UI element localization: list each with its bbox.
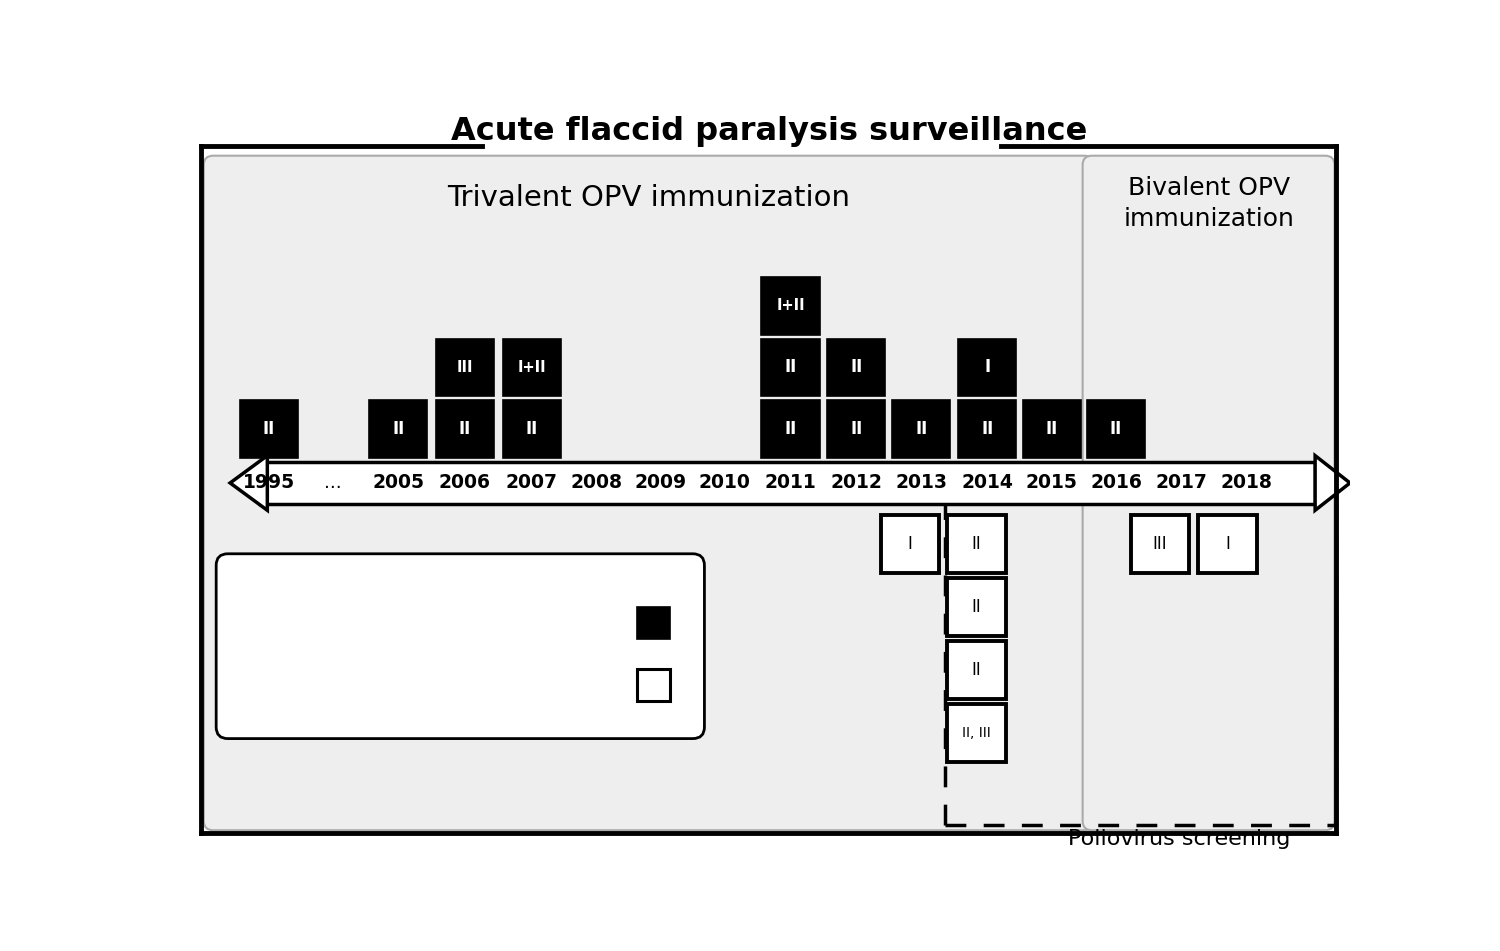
Text: 1995: 1995 (243, 474, 296, 493)
Text: II: II (784, 359, 796, 377)
Text: I+II: I+II (518, 359, 546, 375)
Text: 2009: 2009 (634, 474, 687, 493)
Text: 2006: 2006 (440, 474, 491, 493)
Text: II: II (459, 420, 471, 438)
Text: 2007: 2007 (506, 474, 558, 493)
Text: 2005: 2005 (372, 474, 424, 493)
Text: II: II (1046, 420, 1058, 438)
FancyBboxPatch shape (1131, 514, 1190, 573)
Text: ...: ... (324, 474, 342, 493)
Text: II: II (850, 359, 862, 377)
Polygon shape (230, 456, 267, 511)
Text: 2017: 2017 (1156, 474, 1208, 493)
Polygon shape (1316, 456, 1350, 511)
Text: II: II (972, 534, 981, 553)
Text: 2008: 2008 (570, 474, 622, 493)
FancyBboxPatch shape (828, 339, 885, 397)
FancyBboxPatch shape (880, 514, 939, 573)
FancyBboxPatch shape (1198, 514, 1257, 573)
Text: Trivalent OPV immunization: Trivalent OPV immunization (447, 184, 850, 212)
Text: 2011: 2011 (765, 474, 816, 493)
Text: I+II: I+II (776, 299, 806, 313)
FancyBboxPatch shape (892, 400, 951, 458)
FancyBboxPatch shape (503, 339, 561, 397)
Text: II: II (262, 420, 274, 438)
Text: Paralyzed patient with iVDPV shedding: Paralyzed patient with iVDPV shedding (251, 613, 615, 632)
Text: 2012: 2012 (831, 474, 882, 493)
Text: III: III (456, 359, 472, 375)
FancyBboxPatch shape (436, 339, 494, 397)
Text: II: II (972, 661, 981, 679)
Text: I: I (1226, 534, 1230, 553)
Text: Poliovirus screening: Poliovirus screening (1068, 828, 1290, 848)
FancyBboxPatch shape (638, 669, 669, 701)
FancyBboxPatch shape (436, 400, 494, 458)
Text: III: III (1154, 534, 1167, 553)
FancyBboxPatch shape (762, 339, 819, 397)
FancyBboxPatch shape (1088, 400, 1144, 458)
FancyBboxPatch shape (216, 553, 705, 739)
FancyBboxPatch shape (260, 462, 1316, 504)
Text: 2018: 2018 (1221, 474, 1274, 493)
FancyBboxPatch shape (762, 400, 819, 458)
FancyBboxPatch shape (948, 705, 1005, 762)
FancyBboxPatch shape (369, 400, 428, 458)
Text: II: II (1110, 420, 1122, 438)
FancyBboxPatch shape (638, 607, 669, 639)
Text: II: II (784, 420, 796, 438)
FancyBboxPatch shape (1083, 156, 1335, 830)
Text: II: II (981, 420, 993, 438)
FancyBboxPatch shape (1023, 400, 1080, 458)
Text: II, III: II, III (962, 727, 992, 740)
FancyBboxPatch shape (503, 400, 561, 458)
Text: 2013: 2013 (896, 474, 948, 493)
FancyBboxPatch shape (828, 400, 885, 458)
Text: Bivalent OPV
immunization: Bivalent OPV immunization (1124, 176, 1294, 231)
Text: 2015: 2015 (1026, 474, 1077, 493)
FancyBboxPatch shape (958, 400, 1017, 458)
FancyBboxPatch shape (948, 514, 1005, 573)
Text: Nonparalyzed patient with iVDPV shedding: Nonparalyzed patient with iVDPV shedding (251, 675, 654, 694)
Text: 2016: 2016 (1090, 474, 1142, 493)
FancyBboxPatch shape (958, 339, 1017, 397)
Text: I: I (908, 534, 912, 553)
Text: II: II (915, 420, 927, 438)
Text: Acute flaccid paralysis surveillance: Acute flaccid paralysis surveillance (450, 116, 1088, 147)
FancyBboxPatch shape (948, 578, 1005, 636)
FancyBboxPatch shape (204, 156, 1094, 830)
FancyBboxPatch shape (762, 277, 819, 335)
FancyBboxPatch shape (948, 641, 1005, 699)
FancyBboxPatch shape (240, 400, 298, 458)
Text: II: II (972, 598, 981, 616)
Text: II: II (392, 420, 405, 438)
Text: II: II (525, 420, 537, 438)
Text: I: I (984, 359, 990, 377)
Text: II: II (850, 420, 862, 438)
Text: 2010: 2010 (699, 474, 750, 493)
Text: 2014: 2014 (962, 474, 1012, 493)
